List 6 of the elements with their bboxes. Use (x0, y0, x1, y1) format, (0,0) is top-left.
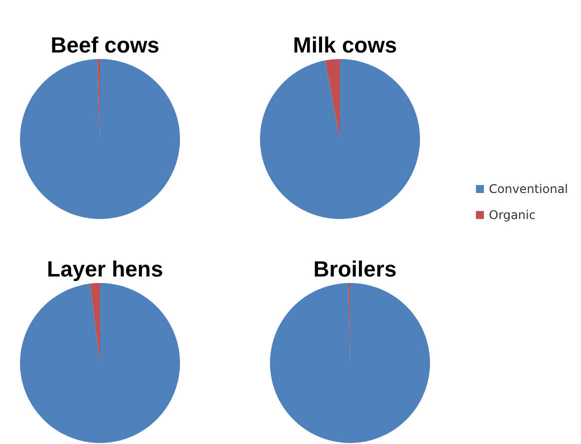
slice-label: Layer hens (46, 256, 164, 282)
slice-label: Milk cows (293, 32, 397, 58)
slice-label: Broilers (313, 256, 397, 282)
legend-label: Organic (488, 208, 536, 222)
slice-label: Beef cows (50, 32, 160, 58)
legend-label: Conventional (488, 182, 568, 196)
